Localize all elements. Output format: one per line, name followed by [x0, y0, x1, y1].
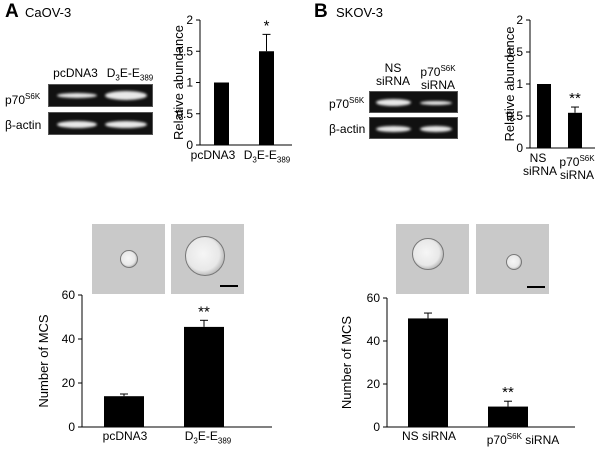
micrograph-pcdna3	[92, 224, 165, 294]
y-tick-label: 0.5	[176, 107, 193, 121]
y-tick-label: 1	[516, 77, 523, 91]
panel-letter-b: B	[314, 1, 328, 22]
blot-a-p70s6k-image	[48, 84, 153, 107]
y-tick-label: 0	[516, 141, 523, 155]
y-tick-label: 60	[367, 291, 381, 305]
blot-a-row-p70s6k: p70S6K	[5, 92, 41, 107]
significance-label: **	[198, 303, 210, 320]
chart-a1-xlabel-2: D3E-E389	[243, 148, 291, 165]
blot-b-lane-1: NS siRNA	[375, 61, 410, 88]
y-tick-label: 2	[516, 13, 523, 27]
chart-a2-xlabel-2: D3E-E389	[184, 429, 232, 446]
chart-a2-xlabel-1: pcDNA3	[102, 429, 148, 443]
micrograph-d3e-e389	[171, 224, 244, 294]
y-tick-label: 40	[367, 334, 381, 348]
chart-b1-xlabel-1: NS siRNA	[523, 151, 558, 178]
significance-label: *	[264, 17, 270, 34]
chart-b2-xlabel-2: p70S6K siRNA	[486, 432, 560, 447]
chart-a-number-of-mcs: 0 20 40 60 Number of MCS **	[36, 288, 272, 434]
significance-label: **	[502, 384, 514, 401]
cell-line-b: SKOV-3	[336, 5, 383, 20]
significance-label: **	[569, 90, 581, 107]
bar	[184, 326, 224, 427]
y-tick-label: 1.5	[506, 45, 523, 59]
chart-b-number-of-mcs: 0 20 40 60 Number of MCS **	[339, 291, 575, 434]
y-tick-label: 0	[68, 420, 75, 434]
bar	[568, 112, 582, 148]
scale-bar	[527, 286, 545, 288]
y-tick-label: 0	[186, 138, 193, 152]
blot-b-row-p70s6k: p70S6K	[329, 96, 365, 111]
bar	[104, 396, 144, 427]
scale-bar	[220, 285, 238, 287]
y-tick-label: 1.5	[176, 44, 193, 58]
micrograph-p70s6k-sirna	[476, 224, 549, 294]
y-tick-label: 20	[367, 377, 381, 391]
y-axis-label: Number of MCS	[339, 316, 354, 410]
y-axis-label: Number of MCS	[36, 314, 51, 408]
blot-b-p70s6k-image	[369, 91, 458, 113]
y-axis-label: Relative abundance	[502, 27, 517, 142]
y-tick-label: 1	[186, 76, 193, 90]
chart-a1-xlabel-1: pcDNA3	[190, 148, 236, 162]
chart-b2-xlabel-1: NS siRNA	[401, 429, 456, 443]
panel-letter-a: A	[5, 1, 19, 22]
y-tick-label: 0	[373, 420, 380, 434]
blot-a-actin-image	[48, 112, 153, 135]
cell-line-a: CaOV-3	[25, 5, 72, 20]
y-tick-label: 40	[62, 332, 76, 346]
blot-a-row-actin: β-actin	[5, 118, 42, 132]
bar	[408, 318, 448, 427]
bar	[537, 84, 551, 148]
blot-b-row-actin: β-actin	[329, 122, 366, 136]
y-tick-label: 2	[186, 13, 193, 27]
blot-b-actin-image	[369, 117, 458, 139]
y-tick-label: 60	[62, 288, 76, 302]
blot-b-lane-2: p70S6K siRNA	[420, 64, 456, 92]
blot-a-lane-1: pcDNA3	[53, 66, 98, 80]
y-tick-label: 20	[62, 376, 76, 390]
y-axis-label: Relative abundance	[171, 25, 186, 140]
bar	[488, 406, 528, 427]
y-tick-label: 0.5	[506, 109, 523, 123]
bar	[259, 51, 274, 145]
blot-a-lane-2: D3E-E389	[106, 66, 154, 83]
chart-b1-xlabel-2: p70S6K siRNA	[559, 154, 595, 182]
micrograph-ns-sirna	[396, 224, 469, 294]
bar	[214, 82, 229, 145]
